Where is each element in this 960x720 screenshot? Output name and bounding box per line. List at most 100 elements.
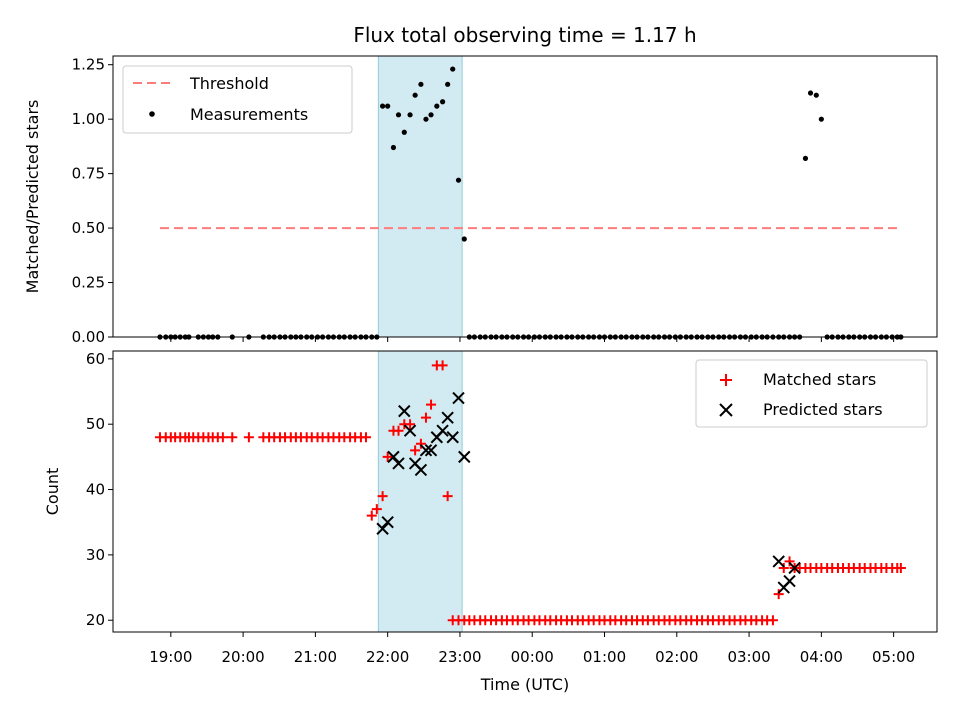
measurement-point: [385, 103, 391, 109]
ratio-panel: 0.00 0.25 0.50 0.75 1.00 1.25 Matched/Predict…: [23, 55, 938, 346]
legend-matched-swatch: [720, 374, 732, 386]
measurement-point: [818, 116, 824, 122]
predicted-star-point: [436, 424, 449, 437]
predicted-star-point: [772, 555, 785, 568]
legend-matched-label: Matched stars: [763, 370, 876, 389]
matched-star-point: [377, 491, 388, 502]
measurement-point: [807, 90, 814, 96]
predicted-star-point: [414, 463, 428, 477]
matched-star-point: [784, 556, 795, 567]
measurement-point: [423, 116, 429, 122]
legend-threshold-label: Threshold: [189, 74, 269, 93]
counts-legend-box: [695, 359, 928, 428]
measurement-point: [418, 81, 424, 87]
predicted-star-points: [376, 391, 801, 594]
matched-star-point: [360, 432, 371, 443]
measurement-point: [428, 112, 434, 118]
counts-panel-frame: [112, 350, 938, 633]
measurement-point: [395, 112, 402, 118]
predicted-star-point: [398, 404, 411, 418]
measurement-point: [390, 144, 397, 151]
matched-star-point: [415, 438, 426, 449]
predicted-star-point: [419, 444, 433, 457]
legend-measurements-label: Measurements: [190, 105, 308, 124]
matched-star-points: [154, 360, 906, 626]
measurement-point: [450, 66, 456, 72]
ratio-ytick-label: 1.00: [72, 110, 105, 128]
time-x-axis-label: Time (UTC): [480, 675, 569, 694]
measurement-point: [813, 92, 819, 98]
predicted-star-point: [403, 424, 417, 437]
count-y-axis-ticks: 20 30 40 50 60: [86, 350, 113, 629]
observing-window-shade-bottom: [377, 350, 463, 633]
ratio-x-axis-ticks: [170, 337, 895, 342]
predicted-star-point: [392, 457, 405, 470]
matched-star-point: [217, 432, 228, 443]
chart-title: Flux total observing time = 1.17 h: [353, 23, 696, 47]
observing-window-shade-top: [377, 55, 463, 338]
predicted-star-point: [458, 450, 471, 464]
ratio-ytick-label: 0.75: [72, 165, 105, 183]
legend-measurements-swatch: [149, 111, 155, 117]
predicted-star-point: [446, 431, 459, 444]
measurement-point: [455, 177, 462, 183]
time-xtick-label: 20:00: [221, 648, 264, 666]
counts-legend: Matched stars Predicted stars: [695, 359, 928, 428]
matched-star-point: [437, 360, 448, 371]
matched-star-point: [393, 425, 404, 436]
ratio-panel-frame: [112, 55, 938, 338]
time-xtick-label: 05:00: [872, 648, 915, 666]
time-xtick-label: 00:00: [511, 648, 554, 666]
count-ytick-label: 60: [86, 350, 105, 368]
matched-star-point: [442, 491, 453, 502]
ratio-ytick-label: 0.25: [72, 274, 105, 292]
time-xtick-label: 01:00: [583, 648, 626, 666]
matched-star-point: [410, 445, 421, 456]
matched-star-point: [773, 589, 784, 600]
matched-star-point: [778, 562, 789, 573]
count-ytick-label: 30: [86, 546, 105, 564]
legend-predicted-label: Predicted stars: [763, 400, 883, 419]
matched-star-point: [371, 504, 382, 515]
measurement-point: [401, 129, 407, 135]
time-xtick-label: 23:00: [438, 648, 481, 666]
matched-star-point: [426, 399, 437, 410]
count-ytick-label: 50: [86, 415, 105, 433]
measurement-point: [434, 103, 440, 109]
predicted-star-point: [381, 516, 394, 529]
matched-star-point: [405, 419, 416, 430]
matched-star-point: [227, 432, 238, 443]
ratio-ytick-label: 1.25: [72, 56, 105, 74]
measurement-point: [445, 81, 451, 87]
time-xtick-label: 21:00: [294, 648, 337, 666]
ratio-legend-box: [122, 65, 353, 134]
predicted-star-point: [783, 574, 796, 588]
time-x-axis-ticks: 19:00 20:00 21:00 22:00 23:00 00:00 01:00 02:00…: [149, 632, 915, 666]
matched-star-point: [420, 412, 431, 423]
measurement-point: [380, 103, 386, 109]
legend-predicted-swatch: [719, 403, 733, 417]
predicted-star-point: [788, 561, 801, 575]
counts-panel: 20 30 40 50 60 19:00 20:00 21:00 22:00 23:00 00:0…: [43, 350, 938, 694]
ratio-y-axis-ticks: 0.00 0.25 0.50 0.75 1.00 1.25: [72, 56, 113, 346]
count-ytick-label: 40: [86, 481, 105, 499]
ratio-legend: Threshold Measurements: [122, 65, 353, 134]
ratio-ytick-label: 0.00: [72, 328, 105, 346]
matched-star-point: [895, 562, 906, 573]
ratio-ytick-label: 0.50: [72, 219, 105, 237]
measurement-point: [440, 99, 446, 105]
time-xtick-label: 02:00: [655, 648, 698, 666]
matched-star-point: [366, 510, 377, 521]
time-xtick-label: 04:00: [800, 648, 843, 666]
predicted-star-point: [387, 450, 400, 464]
matched-star-point: [382, 451, 393, 462]
measurement-point: [407, 112, 413, 118]
count-y-axis-label: Count: [43, 468, 62, 516]
count-ytick-label: 20: [86, 611, 105, 629]
predicted-star-point: [441, 411, 454, 424]
predicted-star-point: [376, 522, 389, 535]
predicted-star-point: [452, 391, 465, 405]
measurement-point: [802, 155, 809, 161]
measurement-point: [412, 92, 418, 98]
